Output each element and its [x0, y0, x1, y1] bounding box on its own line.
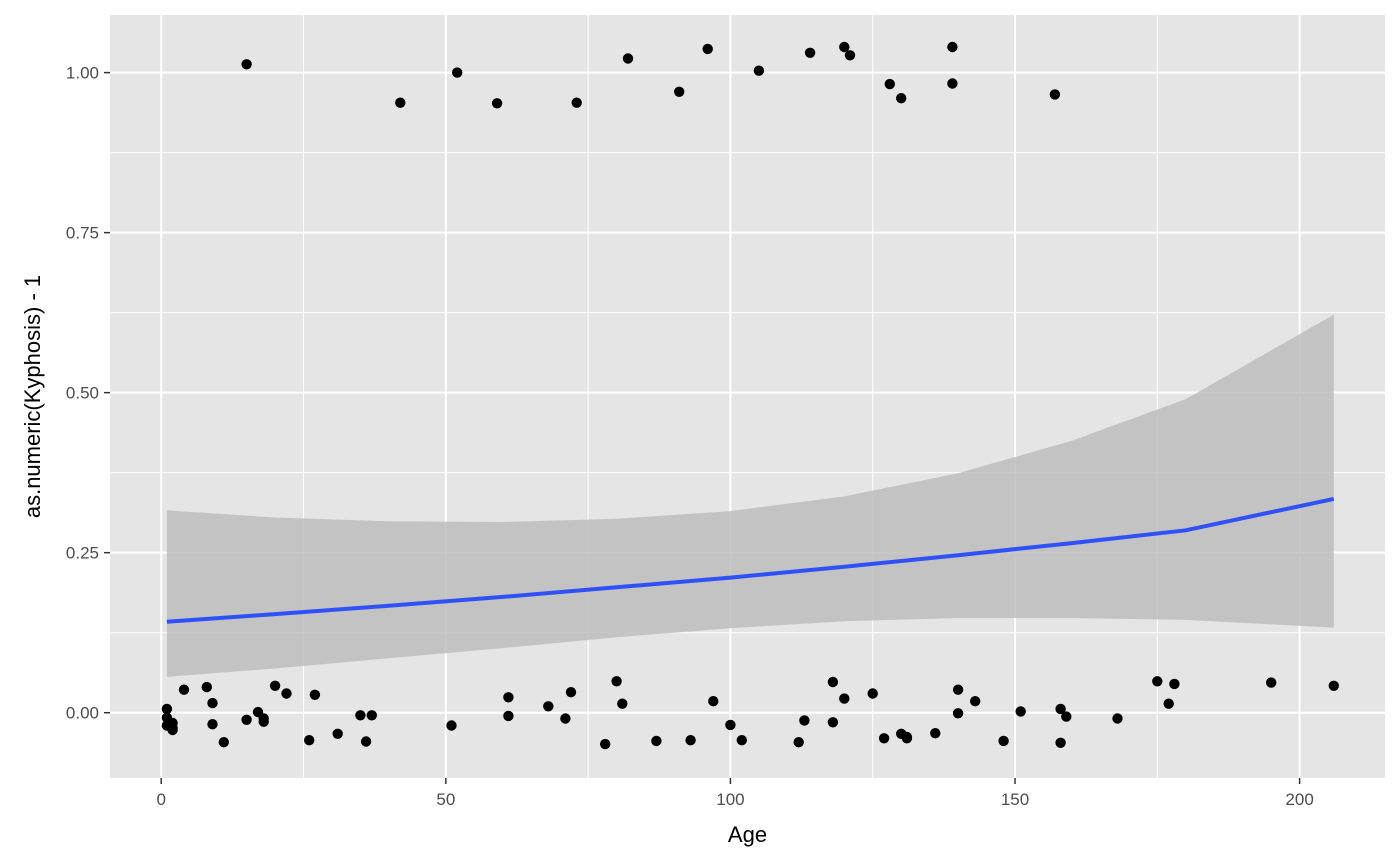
- x-axis: 0 50 100 150 200: [156, 778, 1314, 809]
- x-tick-label: 0: [156, 790, 165, 809]
- data-point: [674, 86, 685, 98]
- data-point: [617, 698, 628, 709]
- data-point: [736, 735, 747, 746]
- data-point: [201, 681, 212, 693]
- data-point: [827, 676, 839, 688]
- data-point: [1015, 706, 1026, 717]
- data-point: [395, 97, 406, 108]
- data-point: [332, 728, 343, 739]
- data-point: [1163, 698, 1174, 709]
- data-point: [799, 715, 810, 726]
- data-point: [269, 680, 281, 691]
- y-tick-label: 1.00: [66, 64, 99, 83]
- data-point: [1055, 703, 1066, 715]
- y-tick-label: 0.50: [66, 384, 99, 403]
- data-point: [207, 719, 218, 730]
- data-point: [685, 735, 696, 746]
- data-point: [708, 696, 719, 707]
- data-point: [309, 689, 321, 700]
- data-point: [702, 43, 713, 55]
- data-point: [947, 78, 958, 89]
- data-point: [565, 687, 577, 698]
- data-point: [867, 688, 878, 699]
- data-point: [281, 688, 292, 699]
- data-point: [839, 41, 850, 53]
- y-tick-label: 0.25: [66, 544, 99, 563]
- data-point: [503, 710, 514, 722]
- data-point: [1061, 711, 1072, 722]
- data-point: [896, 93, 907, 104]
- data-point: [258, 716, 269, 727]
- x-tick-label: 200: [1285, 790, 1313, 809]
- data-point: [651, 735, 662, 747]
- data-point: [446, 720, 457, 731]
- data-point: [1055, 737, 1066, 748]
- data-point: [878, 733, 890, 744]
- data-point: [611, 676, 622, 687]
- data-point: [207, 697, 218, 709]
- data-point: [793, 737, 804, 748]
- data-point: [241, 714, 252, 725]
- data-point: [304, 735, 315, 746]
- data-point: [360, 736, 372, 747]
- data-point: [560, 713, 571, 724]
- data-point: [366, 710, 377, 721]
- fit-line: [166, 496, 1335, 624]
- data-point: [753, 65, 765, 76]
- data-point: [622, 53, 634, 64]
- data-point: [543, 701, 554, 712]
- data-point: [947, 41, 958, 53]
- data-point: [844, 50, 856, 61]
- data-point: [161, 703, 173, 715]
- data-point: [839, 693, 850, 704]
- data-point: [901, 731, 913, 743]
- data-point: [355, 710, 366, 721]
- data-point: [930, 728, 941, 739]
- x-tick-label: 150: [1001, 790, 1029, 809]
- y-axis-title: as.numeric(Kyphosis) - 1: [20, 275, 45, 518]
- x-tick-label: 100: [716, 790, 744, 809]
- data-point: [491, 98, 503, 109]
- data-point: [998, 735, 1009, 747]
- data-point: [1152, 676, 1163, 687]
- data-point: [503, 692, 514, 703]
- data-point: [218, 737, 229, 748]
- x-tick-label: 50: [436, 790, 455, 809]
- data-point: [804, 47, 816, 58]
- y-tick-label: 0.00: [66, 704, 99, 723]
- data-point: [1266, 677, 1277, 688]
- data-point: [1112, 713, 1123, 724]
- data-point: [1328, 680, 1340, 691]
- data-point: [571, 97, 582, 108]
- y-axis: 0.00 0.25 0.50 0.75 1.00: [66, 64, 110, 723]
- data-point: [452, 67, 463, 78]
- data-point: [1169, 678, 1180, 690]
- data-point: [241, 59, 252, 70]
- data-point: [178, 684, 190, 695]
- data-point: [970, 696, 981, 707]
- data-point: [1049, 89, 1061, 100]
- data-point: [884, 78, 895, 90]
- confidence-band: [166, 314, 1334, 677]
- x-axis-title: Age: [728, 822, 767, 847]
- data-point: [952, 708, 964, 719]
- data-point: [827, 717, 839, 728]
- data-point: [952, 684, 964, 695]
- data-point: [725, 719, 736, 731]
- data-point: [600, 738, 611, 750]
- data-point: [167, 724, 178, 736]
- y-tick-label: 0.75: [66, 224, 99, 243]
- data-points: [161, 41, 1340, 750]
